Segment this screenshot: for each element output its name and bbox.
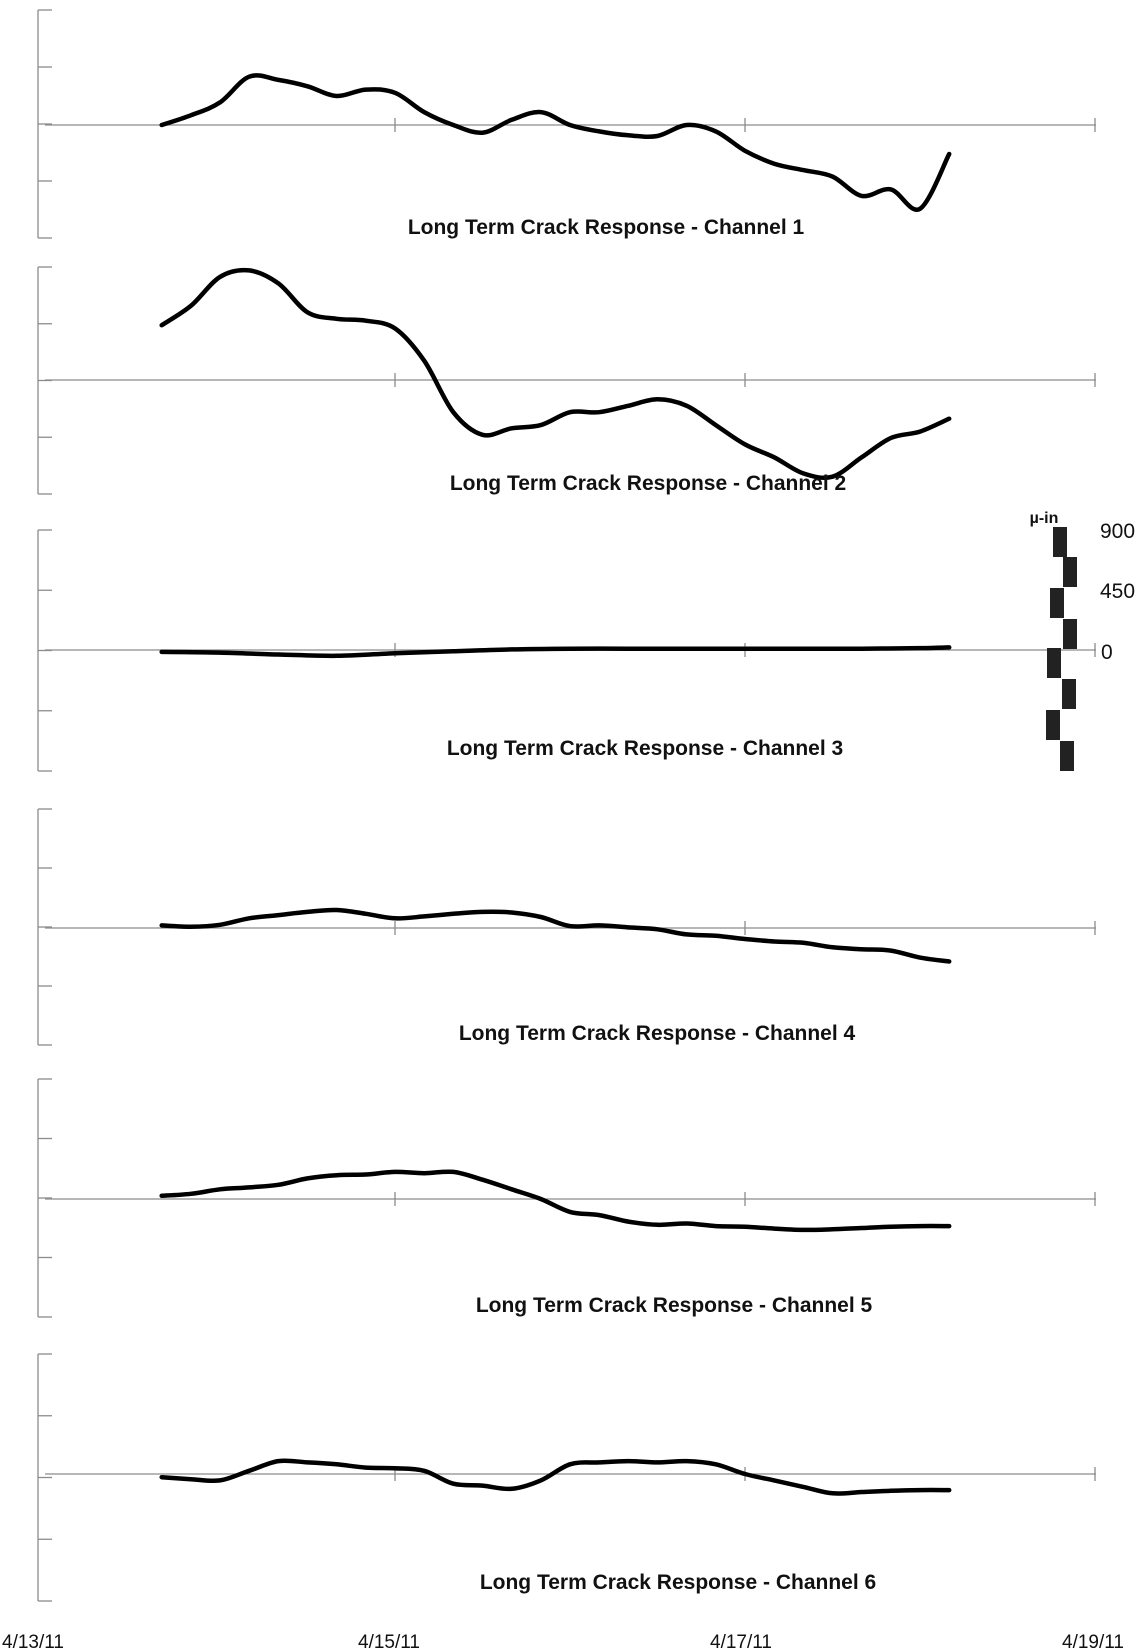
scale-block [1063,619,1077,649]
panel-channel-2: Long Term Crack Response - Channel 2 [37,266,1096,495]
panel-title: Long Term Crack Response - Channel 1 [408,216,805,239]
panel-channel-6: Long Term Crack Response - Channel 6 [37,1353,1096,1602]
scale-legend: µ-in 900 450 0 [1030,510,1135,771]
scale-bar [1046,527,1077,771]
panel-channel-5: Long Term Crack Response - Channel 5 [37,1078,1096,1318]
series-line-channel-2 [159,267,952,481]
scale-block [1046,710,1060,740]
series-line-channel-6 [159,1458,952,1496]
legend-unit: µ-in [1030,510,1059,527]
scale-block [1050,588,1064,618]
series-line-channel-3 [159,645,952,659]
scale-block [1053,527,1067,557]
panel-title: Long Term Crack Response - Channel 3 [447,737,843,760]
legend-label-0: 0 [1101,641,1113,664]
x-tick-label: 4/13/11 [2,1632,64,1652]
panel-title: Long Term Crack Response - Channel 5 [476,1294,873,1317]
panel-channel-1: Long Term Crack Response - Channel 1 [37,9,1096,239]
x-tick-label: 4/19/11 [1062,1632,1124,1652]
legend-label-900: 900 [1100,520,1135,543]
scale-block [1063,557,1077,587]
series-line-channel-5 [159,1169,952,1233]
panel-channel-4: Long Term Crack Response - Channel 4 [37,808,1096,1046]
x-tick-label: 4/17/11 [710,1632,772,1652]
scale-block [1060,741,1074,771]
legend-label-450: 450 [1100,580,1135,603]
panel-title: Long Term Crack Response - Channel 4 [459,1022,856,1045]
x-axis-tick-labels: 4/13/11 4/15/11 4/17/11 4/19/11 [2,1632,1124,1652]
chart-panels: Long Term Crack Response - Channel 1 Long… [37,9,1096,1602]
scale-block [1047,648,1061,678]
panel-title: Long Term Crack Response - Channel 6 [480,1571,876,1594]
x-tick-label: 4/15/11 [358,1632,420,1652]
panel-title: Long Term Crack Response - Channel 2 [450,472,846,495]
panel-channel-3: Long Term Crack Response - Channel 3 [37,529,1096,772]
scale-block [1062,679,1076,709]
series-line-channel-4 [159,907,952,964]
series-line-channel-1 [159,73,952,212]
